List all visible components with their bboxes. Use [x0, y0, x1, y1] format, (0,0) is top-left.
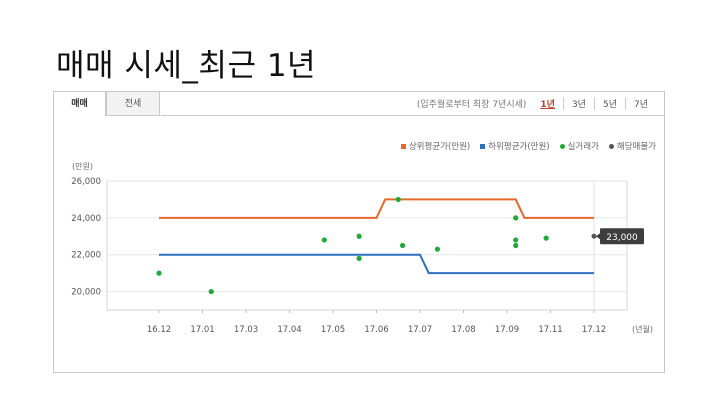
- tab-jeonse[interactable]: 전세: [106, 92, 160, 116]
- tab-sale[interactable]: 매매: [54, 92, 106, 116]
- actual-trade-point: [434, 246, 440, 252]
- y-tick-label: 20,000: [71, 288, 101, 298]
- actual-trade-point: [208, 288, 214, 295]
- x-tick-label: 17.06: [364, 325, 388, 335]
- legend-actual-swatch: [559, 143, 565, 149]
- period-selector: (입주월로부터 최장 7년시세) 1년 3년 5년 7년: [417, 97, 656, 110]
- y-tick-label: 26,000: [71, 177, 101, 187]
- legend-lower-label: 하위평균가(만원): [488, 142, 550, 152]
- legend-listing-label: 해당매물가: [616, 142, 656, 152]
- period-note: (입주월로부터 최장 7년시세): [416, 100, 527, 110]
- actual-trade-point: [400, 242, 406, 249]
- x-tick-label: 17.03: [234, 325, 258, 335]
- actual-trade-point: [543, 235, 549, 241]
- y-tick-label: 24,000: [71, 214, 101, 224]
- actual-trade-point: [156, 270, 162, 276]
- plot-frame: [106, 180, 628, 311]
- legend-listing-swatch: [608, 143, 614, 149]
- listing-price-point: [591, 233, 597, 239]
- actual-trade-point: [513, 215, 519, 221]
- listing-price-label: 23,000: [606, 233, 638, 243]
- actual-trade-point: [356, 255, 362, 261]
- y-tick-label: 22,000: [71, 251, 101, 261]
- deal-type-tabs: 매매 전세: [54, 92, 160, 116]
- y-axis-label: (만원): [72, 162, 93, 171]
- x-tick-label: 16.12: [147, 325, 171, 335]
- price-line-chart: 20,000 22,000 24,000 26,000 (만원) 16.12 17.01 17…: [71, 162, 653, 335]
- actual-trade-point: [356, 233, 362, 239]
- actual-trade-point: [395, 196, 401, 203]
- x-tick-label: 17.11: [538, 325, 562, 335]
- legend-listing-price: 해당매물가: [608, 140, 656, 152]
- legend-upper-label: 상위평균가(만원): [408, 142, 471, 152]
- legend-lower-swatch: [480, 143, 486, 149]
- x-axis-label: (년월): [632, 324, 653, 334]
- listing-price-callout-pointer: [596, 233, 600, 240]
- x-tick-label: 17.05: [321, 325, 345, 335]
- x-tick-label: 17.04: [277, 325, 301, 335]
- period-3y-button[interactable]: 3년: [562, 97, 594, 110]
- period-5y-button[interactable]: 5년: [593, 97, 625, 110]
- upper-average-line: [159, 198, 594, 219]
- x-tick-label: 17.01: [190, 325, 214, 335]
- legend-upper-avg: 상위평균가(만원): [400, 140, 471, 152]
- page-title: 매매 시세_최근 1년: [56, 48, 317, 84]
- legend-actual-label: 실거래가: [567, 142, 599, 152]
- actual-trade-point: [513, 242, 519, 249]
- x-tick-label: 17.07: [408, 325, 432, 335]
- period-1y-button[interactable]: 1년: [540, 100, 555, 110]
- x-tick-label: 17.08: [451, 325, 475, 335]
- legend-lower-avg: 하위평균가(만원): [480, 140, 550, 152]
- chart-legend: 상위평균가(만원) 하위평균가(만원) 실거래가 해당매물가: [400, 140, 656, 152]
- legend-actual-trade: 실거래가: [559, 140, 599, 152]
- lower-average-line: [159, 253, 594, 275]
- legend-upper-swatch: [400, 143, 406, 149]
- x-tick-label: 17.09: [495, 325, 519, 335]
- listing-price-callout: [600, 228, 644, 245]
- actual-trade-point: [513, 237, 519, 243]
- x-tick-label: 17.12: [582, 325, 606, 335]
- period-7y-button[interactable]: 7년: [624, 97, 656, 110]
- tabs-divider: [161, 115, 664, 116]
- actual-trade-point: [321, 237, 327, 243]
- price-chart-panel: 매매 전세 (입주월로부터 최장 7년시세) 1년 3년 5년 7년 상위평균가…: [53, 91, 665, 373]
